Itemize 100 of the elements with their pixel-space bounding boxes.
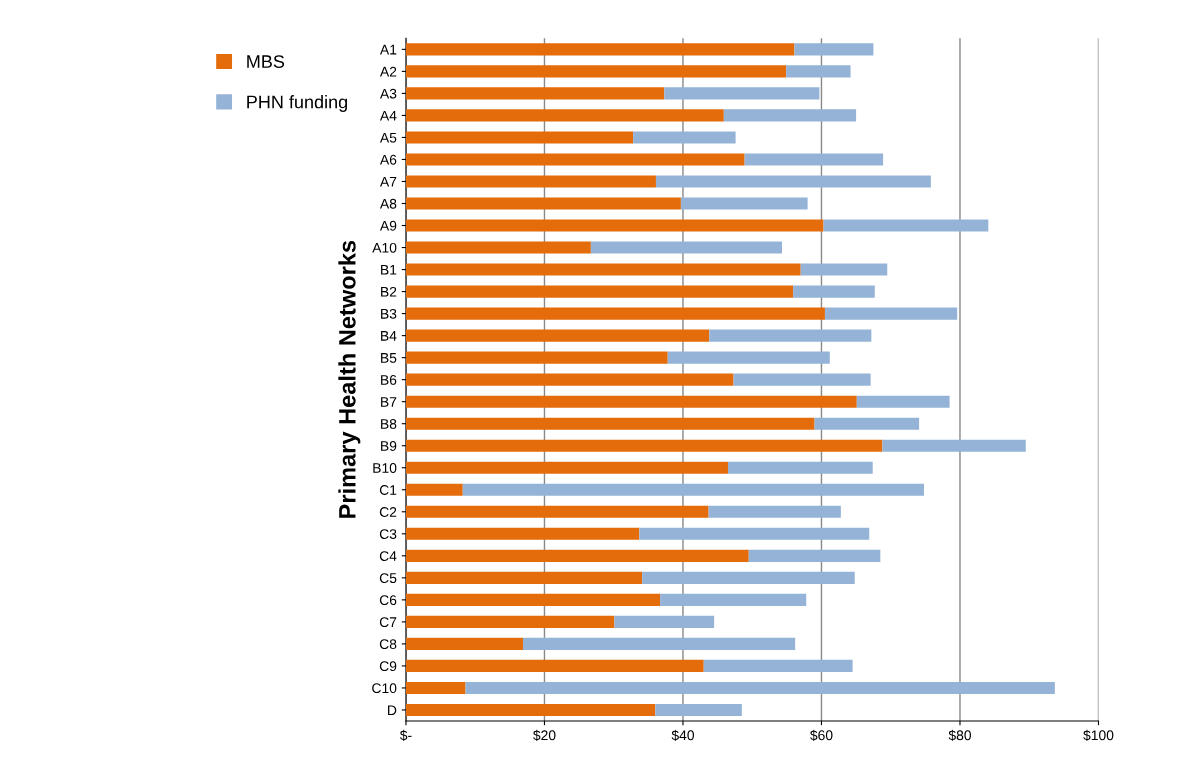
y-tick-label: D	[388, 705, 397, 715]
bar	[405, 351, 668, 364]
bar	[405, 659, 704, 672]
y-tick-label: A10	[372, 242, 397, 253]
y-tick-label: B1	[381, 265, 397, 275]
bar	[405, 461, 728, 474]
x-tick-label: $100	[1083, 729, 1114, 742]
bar	[405, 703, 656, 717]
bar	[405, 527, 640, 540]
bar	[703, 659, 853, 672]
y-tick-label: C5	[379, 573, 397, 584]
y-tick-label: A1	[379, 44, 397, 55]
bar	[633, 131, 736, 144]
y-tick-label: A2	[379, 66, 397, 77]
bar	[405, 131, 634, 144]
bar	[405, 153, 745, 166]
bar	[405, 571, 643, 584]
bar	[465, 681, 1055, 695]
y-tick-label: B2	[381, 286, 397, 297]
y-tick-label: A7	[379, 176, 397, 187]
x-tick-label: $60	[810, 729, 833, 742]
bar	[405, 219, 824, 232]
y-tick-label: C1	[379, 485, 397, 495]
y-tick-label: C3	[379, 529, 397, 539]
bar	[523, 637, 796, 650]
bar	[405, 549, 749, 562]
legend-label: MBS	[247, 55, 285, 68]
bar	[405, 329, 710, 342]
bar	[405, 87, 665, 100]
y-tick-label: B4	[381, 331, 397, 341]
bar	[614, 615, 715, 628]
bar	[748, 549, 881, 562]
bar	[405, 395, 857, 408]
bar	[655, 703, 742, 717]
bar	[405, 241, 591, 254]
y-tick-label: C6	[379, 595, 397, 606]
y-tick-label: C8	[379, 639, 397, 650]
bar	[680, 197, 808, 210]
y-tick-label: C7	[379, 617, 397, 628]
y-tick-label: C2	[379, 507, 397, 517]
x-tick-label: $40	[671, 729, 695, 742]
bar	[405, 439, 883, 452]
bar	[793, 285, 875, 298]
y-tick-label: A5	[379, 132, 397, 143]
bar	[856, 395, 950, 408]
bar	[405, 615, 615, 628]
y-tick-label: B5	[381, 353, 397, 363]
bar	[723, 109, 857, 122]
bar	[882, 439, 1026, 452]
bar	[405, 307, 825, 320]
x-tick-label: $-	[399, 729, 412, 742]
bar	[405, 285, 794, 298]
y-tick-label: B7	[381, 397, 397, 407]
legend-label: PHN funding	[247, 95, 347, 112]
y-tick-label: B3	[381, 308, 397, 319]
bar	[660, 593, 807, 606]
y-tick-label: A4	[379, 110, 397, 121]
bar	[733, 373, 871, 386]
bar	[405, 637, 523, 650]
bar	[405, 197, 681, 210]
y-tick-label: B10	[373, 463, 397, 473]
y-tick-label: C10	[372, 683, 397, 694]
y-tick-label: A6	[379, 154, 397, 165]
bar	[590, 241, 782, 254]
bar	[800, 263, 888, 276]
bar	[639, 527, 870, 540]
bar	[708, 505, 841, 518]
y-axis-title: Primary Health Networks	[338, 240, 361, 518]
y-tick-label: A8	[379, 198, 397, 209]
bar	[405, 263, 801, 276]
y-tick-label: A9	[379, 220, 397, 231]
bar	[405, 43, 795, 56]
bar	[786, 65, 851, 78]
y-tick-label: C4	[379, 551, 397, 561]
y-tick-label: C9	[379, 661, 397, 672]
bar	[405, 109, 724, 122]
bar	[462, 483, 924, 496]
x-tick-label: $80	[948, 729, 972, 742]
bar	[655, 175, 931, 188]
bar	[405, 483, 463, 496]
bar	[794, 43, 874, 56]
bar	[405, 505, 709, 518]
bar	[727, 461, 873, 474]
bar	[823, 219, 989, 232]
y-tick-label: B8	[381, 419, 397, 429]
bar	[824, 307, 958, 320]
bar	[744, 153, 884, 166]
bar	[405, 373, 734, 386]
bar	[405, 65, 787, 78]
y-tick-label: B9	[381, 441, 397, 451]
bar	[642, 571, 855, 584]
x-tick-label: $20	[533, 729, 556, 742]
bar	[664, 87, 820, 100]
bar	[405, 593, 661, 606]
bar	[405, 175, 656, 188]
bar	[709, 329, 872, 342]
y-tick-label: A3	[379, 88, 397, 99]
bar	[814, 417, 920, 430]
bar	[405, 417, 815, 430]
y-tick-label: B6	[381, 375, 397, 385]
